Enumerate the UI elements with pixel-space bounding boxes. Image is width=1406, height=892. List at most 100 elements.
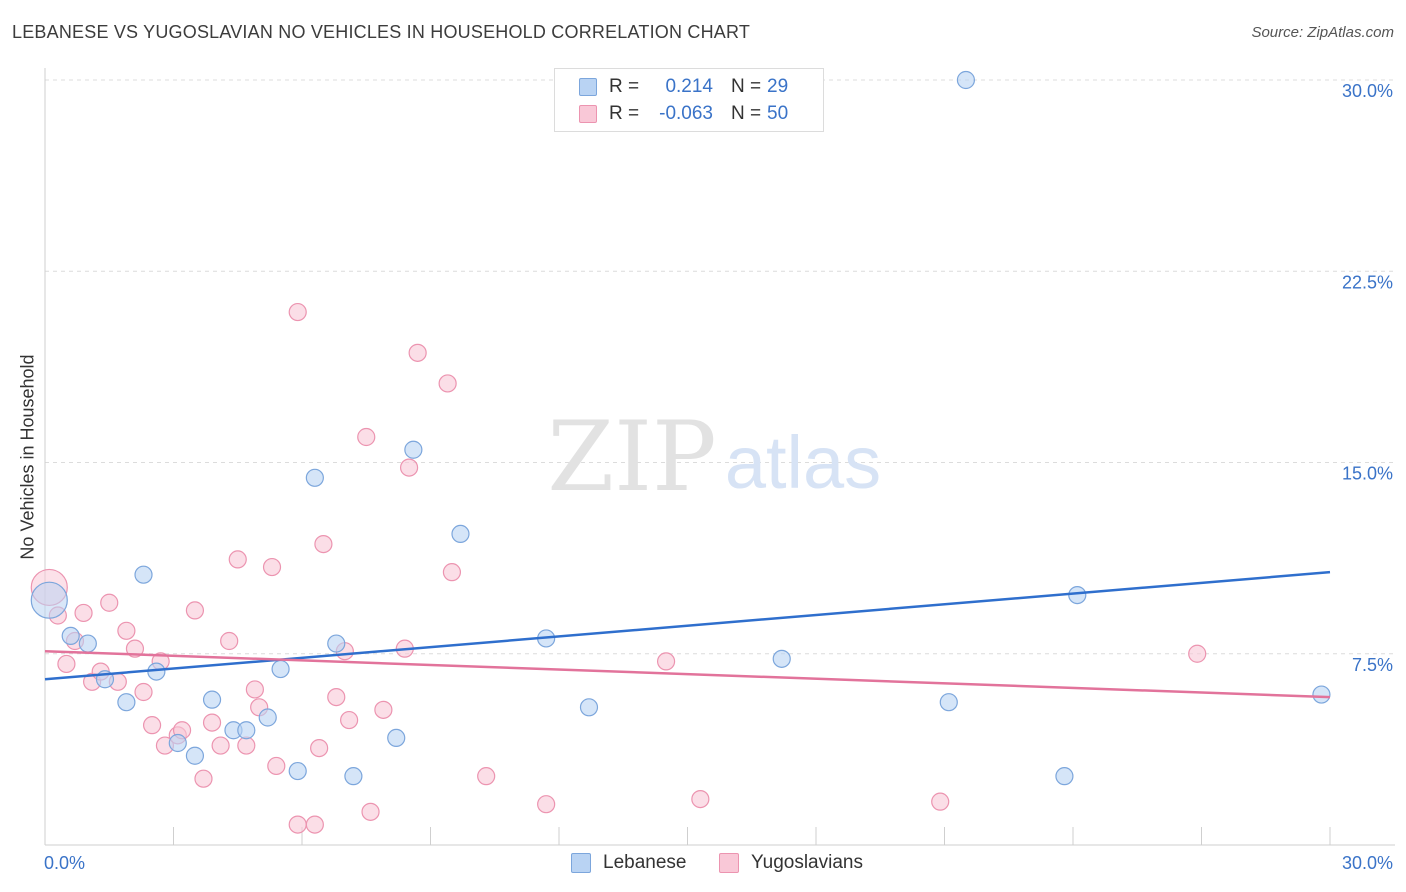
yugoslavian-point[interactable] [340,710,359,730]
yugoslavian-point[interactable] [656,652,676,671]
yugoslavian-point[interactable] [267,756,286,776]
x-tick-label: 0.0% [44,853,85,873]
yugoslavian-point[interactable] [288,815,307,834]
yugoslavian-point[interactable] [142,716,162,735]
tick-labels: 7.5% 15.0% 22.5% 30.0% 0.0% 30.0% [44,81,1393,873]
yugoslavian-point[interactable] [374,700,393,719]
series-yugoslavians [30,302,1207,834]
r-value: -0.063 [659,103,713,124]
n-value: 50 [767,103,789,124]
yugoslavian-point[interactable] [408,343,427,362]
watermark-atlas: atlas [725,421,881,504]
lebanese-point[interactable] [579,698,599,717]
y-axis-label: No Vehicles in Household [17,354,38,560]
yugoslavian-point[interactable] [211,736,230,755]
yugoslavian-point[interactable] [357,427,376,447]
lebanese-point[interactable] [271,659,290,679]
lebanese-point[interactable] [387,728,406,748]
r-label: R = [609,103,640,124]
lebanese-point[interactable] [117,693,136,712]
lebanese-point[interactable] [939,693,958,712]
trend-lines [44,570,1331,699]
source-label: Source: ZipAtlas.com [1251,24,1394,41]
yugoslavian-point[interactable] [931,792,950,811]
r-label: R = [609,76,640,97]
lebanese-point[interactable] [404,440,423,459]
yugoslavian-point[interactable] [220,631,239,651]
yugoslavian-point[interactable] [399,458,419,477]
legend-row-yugoslavians: R = -0.063 N = 50 [579,102,788,126]
lebanese-point[interactable] [1312,685,1331,704]
lebanese-trend-line [44,570,1331,681]
yugoslavian-point[interactable] [125,639,145,658]
lebanese-point[interactable] [305,468,324,487]
lebanese-point[interactable] [1068,585,1087,605]
yugoslavian-trend-line [44,649,1331,699]
yugoslavian-point[interactable] [305,815,324,834]
legend-swatch-yugoslavians [579,105,597,123]
yugoslavian-point[interactable] [537,795,556,814]
series-lebanese [30,70,1331,786]
lebanese-point[interactable] [956,70,976,90]
lebanese-point[interactable] [451,524,470,544]
yugoslavian-point[interactable] [57,654,76,674]
lebanese-point[interactable] [134,565,153,584]
r-value: 0.214 [665,76,713,97]
yugoslavian-point[interactable] [1188,644,1207,663]
yugoslavian-point[interactable] [100,593,119,612]
yugoslavian-point[interactable] [74,603,93,623]
yugoslavian-point[interactable] [361,802,380,821]
legend-item-lebanese[interactable]: Lebanese [571,852,686,874]
yugoslavian-point[interactable] [314,534,333,554]
legend-swatch-lebanese [579,78,597,96]
y-tick-label: 30.0% [1342,81,1393,101]
series-legend: Lebanese Yugoslavians [0,852,1406,876]
yugoslavian-point[interactable] [237,736,256,755]
lebanese-point[interactable] [237,721,256,740]
axes [44,68,1395,846]
lebanese-point[interactable] [61,626,80,646]
lebanese-point[interactable] [1055,767,1074,786]
legend-item-yugoslavians[interactable]: Yugoslavians [719,852,863,874]
lebanese-point[interactable] [30,581,68,619]
y-tick-label: 15.0% [1342,464,1393,484]
legend-row-lebanese: R = 0.214 N = 29 [579,75,788,99]
chart-title: LEBANESE VS YUGOSLAVIAN NO VEHICLES IN H… [12,22,751,42]
yugoslavian-point[interactable] [245,680,264,699]
lebanese-point[interactable] [202,690,222,709]
yugoslavian-point[interactable] [310,738,329,758]
correlation-legend: R = 0.214 N = 29 R = -0.063 N = 50 [554,68,824,132]
legend-label-yugoslavians: Yugoslavians [751,852,863,873]
lebanese-point[interactable] [327,634,346,653]
yugoslavian-point[interactable] [228,550,247,569]
lebanese-point[interactable] [258,708,277,727]
yugoslavian-point[interactable] [288,302,307,322]
yugoslavian-point[interactable] [134,682,153,702]
legend-swatch-yugoslavians [719,853,739,873]
n-label: N = [731,76,762,97]
lebanese-point[interactable] [185,746,205,765]
yugoslavian-point[interactable] [194,769,213,788]
x-tick-label: 30.0% [1342,853,1393,873]
yugoslavian-point[interactable] [262,557,282,577]
yugoslavian-point[interactable] [202,713,222,732]
yugoslavian-point[interactable] [691,789,710,809]
lebanese-point[interactable] [344,767,363,786]
lebanese-point[interactable] [288,761,307,781]
lebanese-point[interactable] [168,733,187,753]
yugoslavian-point[interactable] [477,767,496,786]
y-tick-label: 22.5% [1342,272,1393,292]
yugoslavian-point[interactable] [185,601,205,620]
gridlines [45,79,1395,655]
lebanese-point[interactable] [772,649,791,668]
yugoslavian-point[interactable] [438,374,457,393]
lebanese-point[interactable] [78,634,97,653]
legend-swatch-lebanese [571,853,591,873]
yugoslavian-point[interactable] [442,563,462,582]
watermark-zip: ZIP [547,401,716,513]
yugoslavian-point[interactable] [117,621,136,640]
watermark: ZIP atlas [547,401,881,513]
y-tick-label: 7.5% [1352,655,1393,675]
yugoslavian-point[interactable] [327,687,346,707]
